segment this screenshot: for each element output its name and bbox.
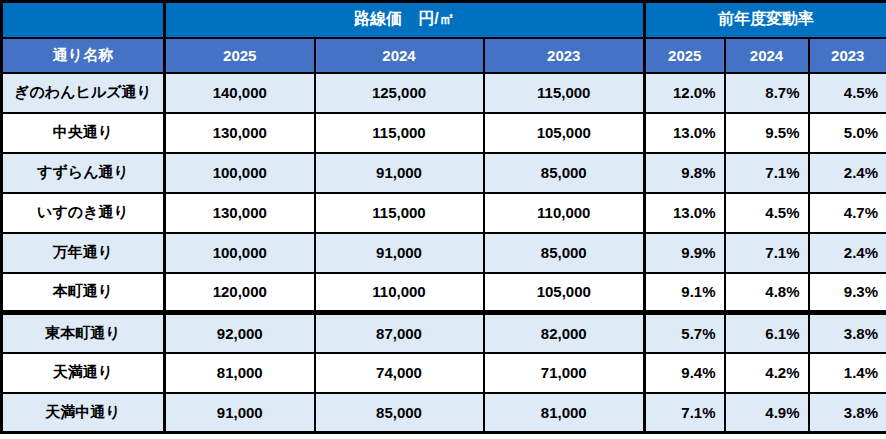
table-row: 天満通り 81,000 74,000 71,000 9.4% 4.2% 1.4% [2,353,886,393]
rate-cell: 7.1% [645,393,725,433]
rate-cell: 7.1% [725,233,809,273]
land-price-table: 路線価 円/㎡ 前年度変動率 通り名称 2025 2024 2023 2025 … [0,0,886,434]
price-cell: 120,000 [165,273,315,313]
price-cell: 115,000 [315,193,484,233]
rate-cell: 4.9% [725,393,809,433]
price-cell: 100,000 [165,153,315,193]
street-name-cell: ぎのわんヒルズ通り [2,73,165,113]
table-row: 万年通り 100,000 91,000 85,000 9.9% 7.1% 2.4… [2,233,886,273]
price-cell: 91,000 [315,153,484,193]
rate-cell: 2.4% [809,153,886,193]
year-header-row: 通り名称 2025 2024 2023 2025 2024 2023 [2,38,886,73]
price-year-header-2023: 2023 [484,38,645,73]
rate-cell: 4.7% [809,193,886,233]
price-cell: 110,000 [315,273,484,313]
rate-cell: 9.9% [645,233,725,273]
price-year-header-2024: 2024 [315,38,484,73]
rate-cell: 5.0% [809,113,886,153]
price-cell: 71,000 [484,353,645,393]
price-cell: 82,000 [484,313,645,353]
rate-cell: 6.1% [725,313,809,353]
rate-cell: 9.3% [809,273,886,313]
rate-cell: 8.7% [725,73,809,113]
rate-year-header-2023: 2023 [809,38,886,73]
table-row: 東本町通り 92,000 87,000 82,000 5.7% 6.1% 3.8… [2,313,886,353]
rate-year-header-2024: 2024 [725,38,809,73]
table-row: 中央通り 130,000 115,000 105,000 13.0% 9.5% … [2,113,886,153]
price-cell: 130,000 [165,193,315,233]
rate-cell: 4.2% [725,353,809,393]
rate-cell: 3.8% [809,393,886,433]
price-cell: 105,000 [484,113,645,153]
price-cell: 81,000 [165,353,315,393]
price-cell: 100,000 [165,233,315,273]
price-cell: 115,000 [484,73,645,113]
price-group-header: 路線価 円/㎡ [165,2,645,38]
price-cell: 92,000 [165,313,315,353]
rate-cell: 9.1% [645,273,725,313]
price-cell: 85,000 [315,393,484,433]
street-name-cell: 天満中通り [2,393,165,433]
street-name-cell: 天満通り [2,353,165,393]
price-year-header-2025: 2025 [165,38,315,73]
rate-cell: 1.4% [809,353,886,393]
table-row: 天満中通り 91,000 85,000 81,000 7.1% 4.9% 3.8… [2,393,886,433]
price-cell: 130,000 [165,113,315,153]
rate-cell: 13.0% [645,113,725,153]
price-cell: 91,000 [315,233,484,273]
rate-cell: 4.5% [725,193,809,233]
rate-cell: 12.0% [645,73,725,113]
rate-cell: 4.5% [809,73,886,113]
price-cell: 81,000 [484,393,645,433]
street-name-header: 通り名称 [2,38,165,73]
price-cell: 91,000 [165,393,315,433]
table-row: いすのき通り 130,000 115,000 110,000 13.0% 4.5… [2,193,886,233]
rate-cell: 2.4% [809,233,886,273]
rate-cell: 5.7% [645,313,725,353]
rate-cell: 7.1% [725,153,809,193]
street-name-cell: 東本町通り [2,313,165,353]
street-name-cell: 本町通り [2,273,165,313]
table-row: ぎのわんヒルズ通り 140,000 125,000 115,000 12.0% … [2,73,886,113]
price-cell: 115,000 [315,113,484,153]
group-header-row: 路線価 円/㎡ 前年度変動率 [2,2,886,38]
price-cell: 110,000 [484,193,645,233]
land-price-page: 路線価 円/㎡ 前年度変動率 通り名称 2025 2024 2023 2025 … [0,0,886,439]
rate-cell: 4.8% [725,273,809,313]
rate-cell: 13.0% [645,193,725,233]
price-cell: 105,000 [484,273,645,313]
rate-cell: 3.8% [809,313,886,353]
price-cell: 85,000 [484,153,645,193]
rate-group-header: 前年度変動率 [645,2,886,38]
table-row: 本町通り 120,000 110,000 105,000 9.1% 4.8% 9… [2,273,886,313]
price-cell: 85,000 [484,233,645,273]
table-row: すずらん通り 100,000 91,000 85,000 9.8% 7.1% 2… [2,153,886,193]
street-name-cell: すずらん通り [2,153,165,193]
price-cell: 74,000 [315,353,484,393]
price-cell: 87,000 [315,313,484,353]
rate-cell: 9.5% [725,113,809,153]
street-name-cell: いすのき通り [2,193,165,233]
price-cell: 140,000 [165,73,315,113]
rate-year-header-2025: 2025 [645,38,725,73]
rate-cell: 9.4% [645,353,725,393]
street-name-cell: 万年通り [2,233,165,273]
corner-cell [2,2,165,38]
street-name-cell: 中央通り [2,113,165,153]
price-cell: 125,000 [315,73,484,113]
rate-cell: 9.8% [645,153,725,193]
